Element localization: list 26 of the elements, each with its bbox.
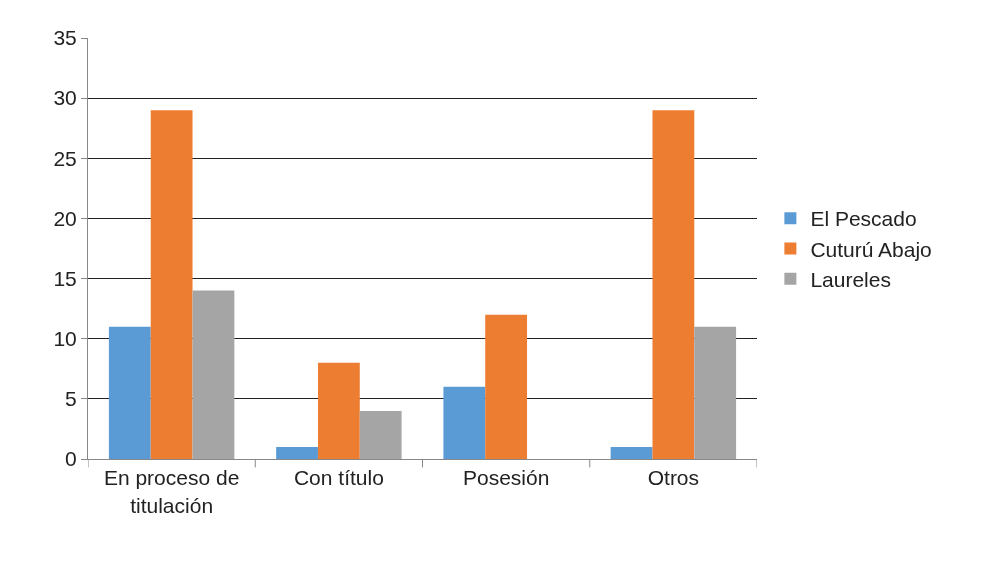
bar [443, 386, 486, 459]
y-tick-label: 5 [65, 387, 77, 411]
bar [485, 314, 528, 459]
legend-label: Cuturú Abajo [810, 237, 932, 261]
bar [192, 290, 235, 459]
legend-label: El Pescado [810, 207, 917, 231]
bar [317, 362, 360, 459]
legend-label: Laureles [810, 267, 891, 291]
y-tick-label: 35 [53, 26, 77, 50]
x-tick-label: Posesión [462, 466, 550, 490]
y-tick-label: 0 [65, 447, 77, 471]
bar [108, 326, 151, 459]
y-tick-label: 20 [53, 206, 77, 230]
bar [652, 110, 695, 459]
bar [276, 446, 318, 459]
bar [359, 410, 402, 459]
y-tick-label: 25 [53, 146, 77, 170]
y-tick-label: 15 [53, 266, 77, 290]
y-tick-label: 30 [53, 86, 77, 110]
bar [610, 446, 653, 459]
bar [694, 326, 737, 459]
x-tick-label: Con título [293, 466, 384, 490]
x-tick-label: Otros [647, 466, 700, 490]
x-tick-label: En proceso de titulación [103, 466, 240, 517]
y-tick-label: 10 [53, 327, 77, 351]
bar [150, 110, 193, 459]
